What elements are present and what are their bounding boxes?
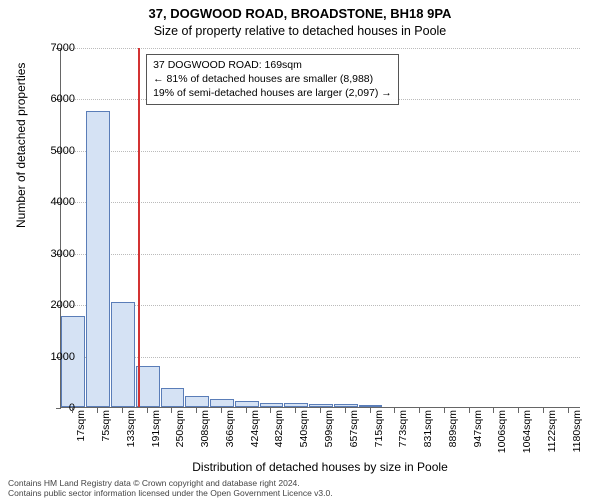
x-tick-mark: [97, 408, 98, 413]
annotation-line: 19% of semi-detached houses are larger (…: [153, 86, 392, 100]
x-tick-mark: [246, 408, 247, 413]
histogram-bar: [334, 404, 358, 407]
x-tick-label: 250sqm: [174, 410, 186, 460]
x-tick-label: 1064sqm: [521, 410, 533, 460]
x-tick-label: 17sqm: [75, 410, 87, 460]
chart-title: 37, DOGWOOD ROAD, BROADSTONE, BH18 9PA: [0, 6, 600, 21]
y-tick-label: 6000: [35, 93, 75, 105]
x-tick-label: 773sqm: [397, 410, 409, 460]
x-tick-label: 1006sqm: [496, 410, 508, 460]
plot-area: 37 DOGWOOD ROAD: 169sqm← 81% of detached…: [60, 48, 580, 408]
histogram-bar: [111, 302, 135, 407]
footer-line1: Contains HM Land Registry data © Crown c…: [8, 478, 333, 488]
x-tick-mark: [72, 408, 73, 413]
x-tick-mark: [543, 408, 544, 413]
histogram-bar: [359, 405, 383, 407]
chart-container: 37, DOGWOOD ROAD, BROADSTONE, BH18 9PA S…: [0, 0, 600, 500]
x-tick-mark: [270, 408, 271, 413]
histogram-bar: [161, 388, 185, 407]
y-tick-label: 2000: [35, 299, 75, 311]
x-axis-label: Distribution of detached houses by size …: [60, 460, 580, 474]
x-tick-mark: [345, 408, 346, 413]
x-tick-mark: [493, 408, 494, 413]
y-tick-label: 1000: [35, 351, 75, 363]
x-tick-mark: [394, 408, 395, 413]
histogram-bar: [185, 396, 209, 407]
x-tick-label: 947sqm: [472, 410, 484, 460]
y-tick-label: 7000: [35, 42, 75, 54]
histogram-bar: [284, 403, 308, 407]
x-tick-mark: [221, 408, 222, 413]
y-tick-label: 0: [35, 402, 75, 414]
x-tick-label: 540sqm: [298, 410, 310, 460]
histogram-bar: [309, 404, 333, 407]
x-tick-label: 599sqm: [323, 410, 335, 460]
x-tick-mark: [419, 408, 420, 413]
x-tick-mark: [122, 408, 123, 413]
histogram-bar: [210, 399, 234, 407]
x-tick-label: 133sqm: [125, 410, 137, 460]
x-tick-mark: [370, 408, 371, 413]
footer-attribution: Contains HM Land Registry data © Crown c…: [8, 478, 333, 498]
x-tick-label: 1180sqm: [571, 410, 583, 460]
x-tick-label: 424sqm: [249, 410, 261, 460]
x-tick-label: 75sqm: [100, 410, 112, 460]
y-tick-label: 3000: [35, 248, 75, 260]
x-tick-label: 715sqm: [373, 410, 385, 460]
footer-line2: Contains public sector information licen…: [8, 488, 333, 498]
marker-line: [138, 48, 140, 407]
annotation-box: 37 DOGWOOD ROAD: 169sqm← 81% of detached…: [146, 54, 399, 105]
x-tick-mark: [469, 408, 470, 413]
x-tick-label: 366sqm: [224, 410, 236, 460]
x-tick-label: 1122sqm: [546, 410, 558, 460]
chart-subtitle: Size of property relative to detached ho…: [0, 24, 600, 38]
y-tick-label: 5000: [35, 145, 75, 157]
y-axis-label: Number of detached properties: [14, 63, 28, 228]
x-tick-mark: [320, 408, 321, 413]
histogram-bar: [260, 403, 284, 407]
x-tick-label: 308sqm: [199, 410, 211, 460]
x-tick-label: 889sqm: [447, 410, 459, 460]
x-tick-mark: [295, 408, 296, 413]
x-tick-mark: [518, 408, 519, 413]
x-tick-mark: [196, 408, 197, 413]
histogram-bar: [235, 401, 259, 407]
x-tick-label: 831sqm: [422, 410, 434, 460]
annotation-line: ← 81% of detached houses are smaller (8,…: [153, 72, 392, 86]
x-tick-label: 482sqm: [273, 410, 285, 460]
x-tick-mark: [147, 408, 148, 413]
x-tick-mark: [568, 408, 569, 413]
x-tick-label: 191sqm: [150, 410, 162, 460]
annotation-line: 37 DOGWOOD ROAD: 169sqm: [153, 58, 392, 72]
histogram-bar: [86, 111, 110, 407]
x-tick-label: 657sqm: [348, 410, 360, 460]
x-tick-mark: [444, 408, 445, 413]
y-tick-label: 4000: [35, 196, 75, 208]
x-tick-mark: [171, 408, 172, 413]
